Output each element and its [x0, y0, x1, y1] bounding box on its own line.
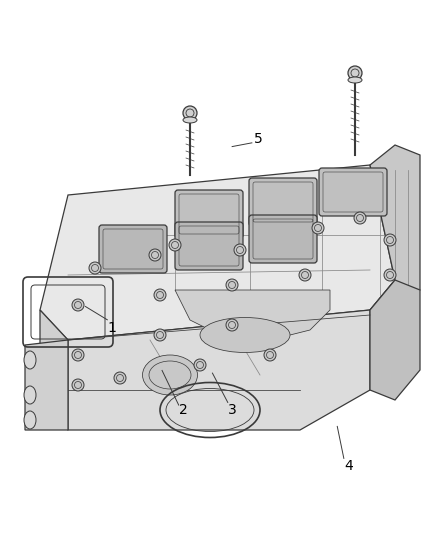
- Ellipse shape: [200, 318, 290, 352]
- FancyBboxPatch shape: [249, 215, 317, 263]
- Circle shape: [154, 329, 166, 341]
- Ellipse shape: [24, 386, 36, 404]
- FancyBboxPatch shape: [175, 222, 243, 270]
- Circle shape: [89, 262, 101, 274]
- Ellipse shape: [142, 355, 198, 395]
- Circle shape: [149, 249, 161, 261]
- Polygon shape: [68, 310, 370, 430]
- Polygon shape: [40, 165, 395, 340]
- Circle shape: [114, 372, 126, 384]
- Text: 4: 4: [344, 459, 353, 473]
- Circle shape: [264, 349, 276, 361]
- Circle shape: [183, 106, 197, 120]
- Circle shape: [234, 244, 246, 256]
- Polygon shape: [370, 280, 420, 400]
- FancyBboxPatch shape: [319, 168, 387, 216]
- Circle shape: [348, 66, 362, 80]
- Circle shape: [299, 269, 311, 281]
- Circle shape: [384, 269, 396, 281]
- Polygon shape: [370, 145, 420, 310]
- Circle shape: [354, 212, 366, 224]
- Circle shape: [312, 222, 324, 234]
- FancyBboxPatch shape: [99, 225, 167, 273]
- Circle shape: [72, 349, 84, 361]
- Ellipse shape: [24, 411, 36, 429]
- Ellipse shape: [24, 351, 36, 369]
- Circle shape: [384, 234, 396, 246]
- Circle shape: [154, 289, 166, 301]
- Text: 5: 5: [254, 132, 263, 146]
- Polygon shape: [25, 340, 68, 430]
- Circle shape: [72, 379, 84, 391]
- FancyBboxPatch shape: [249, 178, 317, 226]
- Ellipse shape: [183, 117, 197, 123]
- Circle shape: [226, 279, 238, 291]
- Circle shape: [72, 299, 84, 311]
- Polygon shape: [40, 310, 68, 430]
- Text: 3: 3: [228, 403, 237, 417]
- Text: 2: 2: [179, 403, 187, 417]
- Text: 1: 1: [107, 321, 116, 335]
- Circle shape: [194, 359, 206, 371]
- FancyBboxPatch shape: [175, 190, 243, 238]
- Circle shape: [169, 239, 181, 251]
- Polygon shape: [175, 290, 330, 340]
- Ellipse shape: [348, 77, 362, 83]
- Circle shape: [226, 319, 238, 331]
